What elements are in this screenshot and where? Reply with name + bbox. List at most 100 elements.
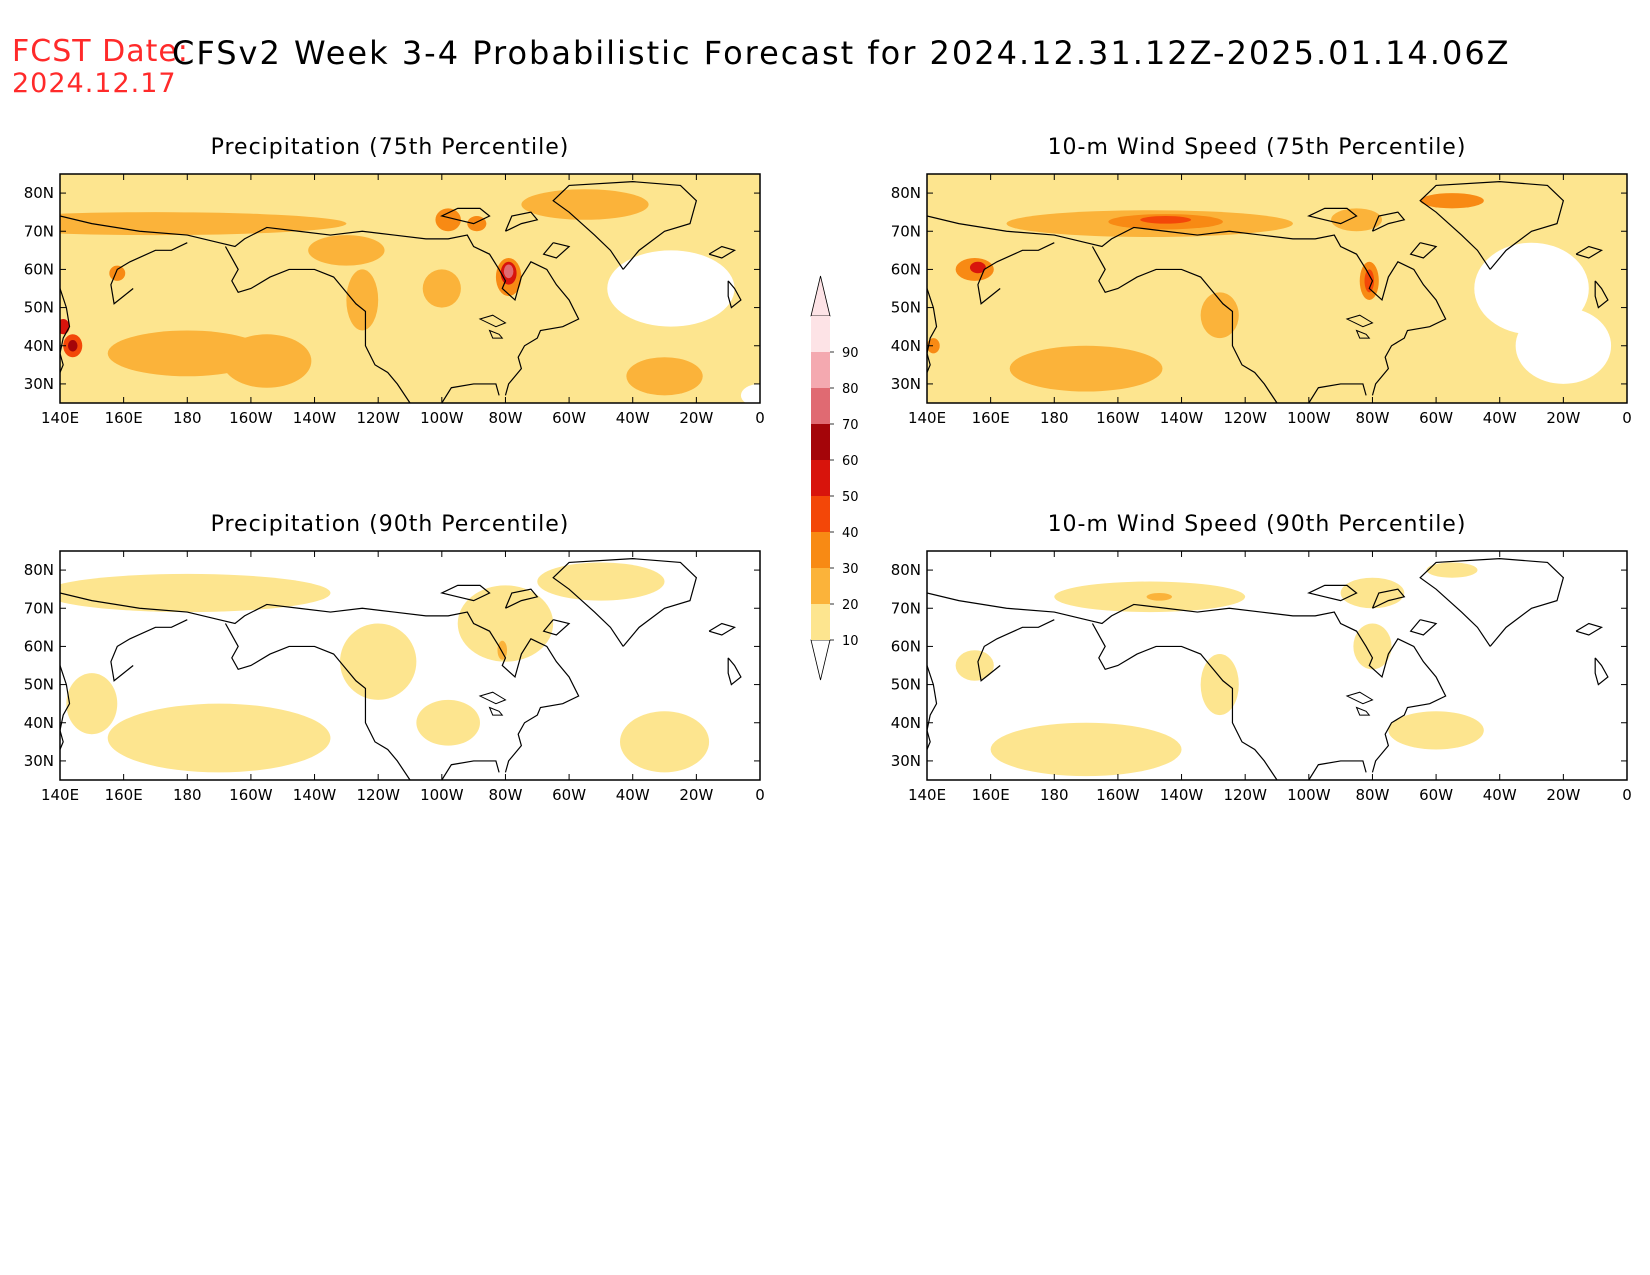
probability-contour (422, 269, 461, 308)
coastline (1091, 623, 1278, 780)
probability-contour (1200, 654, 1239, 716)
y-tick-label: 60N (24, 637, 54, 655)
x-tick-label: 140E (908, 786, 946, 804)
probability-contour (620, 711, 710, 773)
coastline (1308, 760, 1367, 780)
colorbar-max-arrow (810, 275, 831, 317)
coastline (441, 760, 500, 780)
y-tick-label: 50N (891, 676, 921, 694)
coastline (977, 242, 1055, 305)
map-frame (926, 550, 1628, 781)
y-tick-label: 80N (891, 184, 921, 202)
probability-contour (626, 357, 703, 396)
lake-outline (478, 314, 507, 328)
x-tick-label: 160W (1096, 409, 1140, 427)
coastline (1419, 558, 1565, 647)
x-tick-label: 20W (679, 786, 713, 804)
coastline (1419, 181, 1565, 270)
coastline (1091, 246, 1278, 403)
y-tick-label: 30N (24, 752, 54, 770)
probability-contour (521, 189, 649, 220)
probability-contour (1388, 711, 1484, 750)
coastline (927, 288, 938, 373)
probability-contour (955, 650, 994, 681)
panel-title: Precipitation (90th Percentile) (211, 512, 570, 537)
x-tick-label: 20W (679, 409, 713, 427)
x-tick-label: 100W (1287, 786, 1331, 804)
panel-title: 10-m Wind Speed (90th Percentile) (1048, 512, 1467, 537)
probability-contour (1140, 215, 1192, 224)
x-tick-label: 20W (1546, 409, 1580, 427)
coastline (440, 207, 491, 225)
x-tick-label: 0 (1622, 786, 1632, 804)
probability-contour (969, 261, 986, 274)
coastline (60, 288, 71, 373)
lake-outline (1355, 706, 1371, 716)
x-tick-label: 0 (1622, 409, 1632, 427)
y-tick-label: 70N (891, 599, 921, 617)
x-tick-label: 160W (229, 409, 273, 427)
colorbar-label: 70 (842, 418, 859, 433)
y-tick-label: 30N (24, 375, 54, 393)
y-tick-label: 30N (891, 752, 921, 770)
coastline (1371, 211, 1406, 232)
colorbar-swatch (811, 424, 830, 460)
probability-contour (927, 338, 940, 354)
x-tick-label: 160E (105, 409, 143, 427)
coastline (1594, 280, 1609, 309)
x-tick-label: 140W (293, 786, 337, 804)
probability-contour (66, 673, 118, 735)
colorbar-label: 20 (842, 598, 859, 613)
x-tick-label: 60W (552, 409, 586, 427)
coastline (1371, 588, 1406, 609)
x-tick-label: 180 (1040, 409, 1069, 427)
probability-contour (60, 212, 347, 236)
probability-contour (435, 208, 461, 232)
coastline (224, 623, 411, 780)
coastline (1409, 242, 1438, 259)
x-tick-label: 160E (972, 786, 1010, 804)
coastline (708, 622, 737, 636)
coastline (60, 592, 580, 773)
coastline (504, 588, 539, 609)
probability-contour (457, 585, 554, 662)
coastline (110, 242, 188, 305)
forecast-date-value: 2024.12.17 (12, 68, 177, 99)
figure-header: FCST Date: CFSv2 Week 3-4 Probabilistic … (12, 34, 1632, 104)
x-tick-label: 0 (755, 409, 765, 427)
lake-outline (1345, 314, 1374, 328)
x-tick-label: 80W (1355, 786, 1389, 804)
probability-contour (1515, 307, 1612, 384)
map-panel-precip-75: Precipitation (75th Percentile) 140E 160E 1… (24, 135, 765, 427)
coastline (727, 657, 742, 686)
y-tick-label: 40N (24, 337, 54, 355)
lake-outline (488, 329, 504, 339)
probability-contour (107, 703, 331, 773)
y-tick-label: 50N (891, 299, 921, 317)
panel-title: Precipitation (75th Percentile) (211, 135, 570, 160)
probability-contour (503, 264, 514, 279)
x-tick-label: 160W (1096, 786, 1140, 804)
colorbar-swatch (811, 532, 830, 568)
probability-contour (109, 265, 126, 281)
y-tick-label: 80N (24, 184, 54, 202)
probability-contour (60, 573, 331, 613)
colorbar-swatch (811, 352, 830, 388)
map-frame (59, 550, 761, 781)
probability-contour (222, 334, 312, 388)
lake-outline (1355, 329, 1371, 339)
y-tick-label: 40N (24, 714, 54, 732)
colorbar-swatch (811, 568, 830, 604)
probability-contour (1009, 345, 1163, 392)
coastline (60, 215, 580, 396)
coastline (1409, 619, 1438, 636)
coastline (1308, 383, 1367, 403)
colorbar-swatch (811, 460, 830, 496)
coastline (927, 665, 938, 750)
x-tick-label: 20W (1546, 786, 1580, 804)
probability-contour (1200, 292, 1239, 339)
x-tick-label: 100W (1287, 409, 1331, 427)
x-tick-label: 120W (356, 409, 400, 427)
forecast-date-label: FCST Date: (12, 34, 189, 69)
probability-contour (1364, 269, 1375, 293)
